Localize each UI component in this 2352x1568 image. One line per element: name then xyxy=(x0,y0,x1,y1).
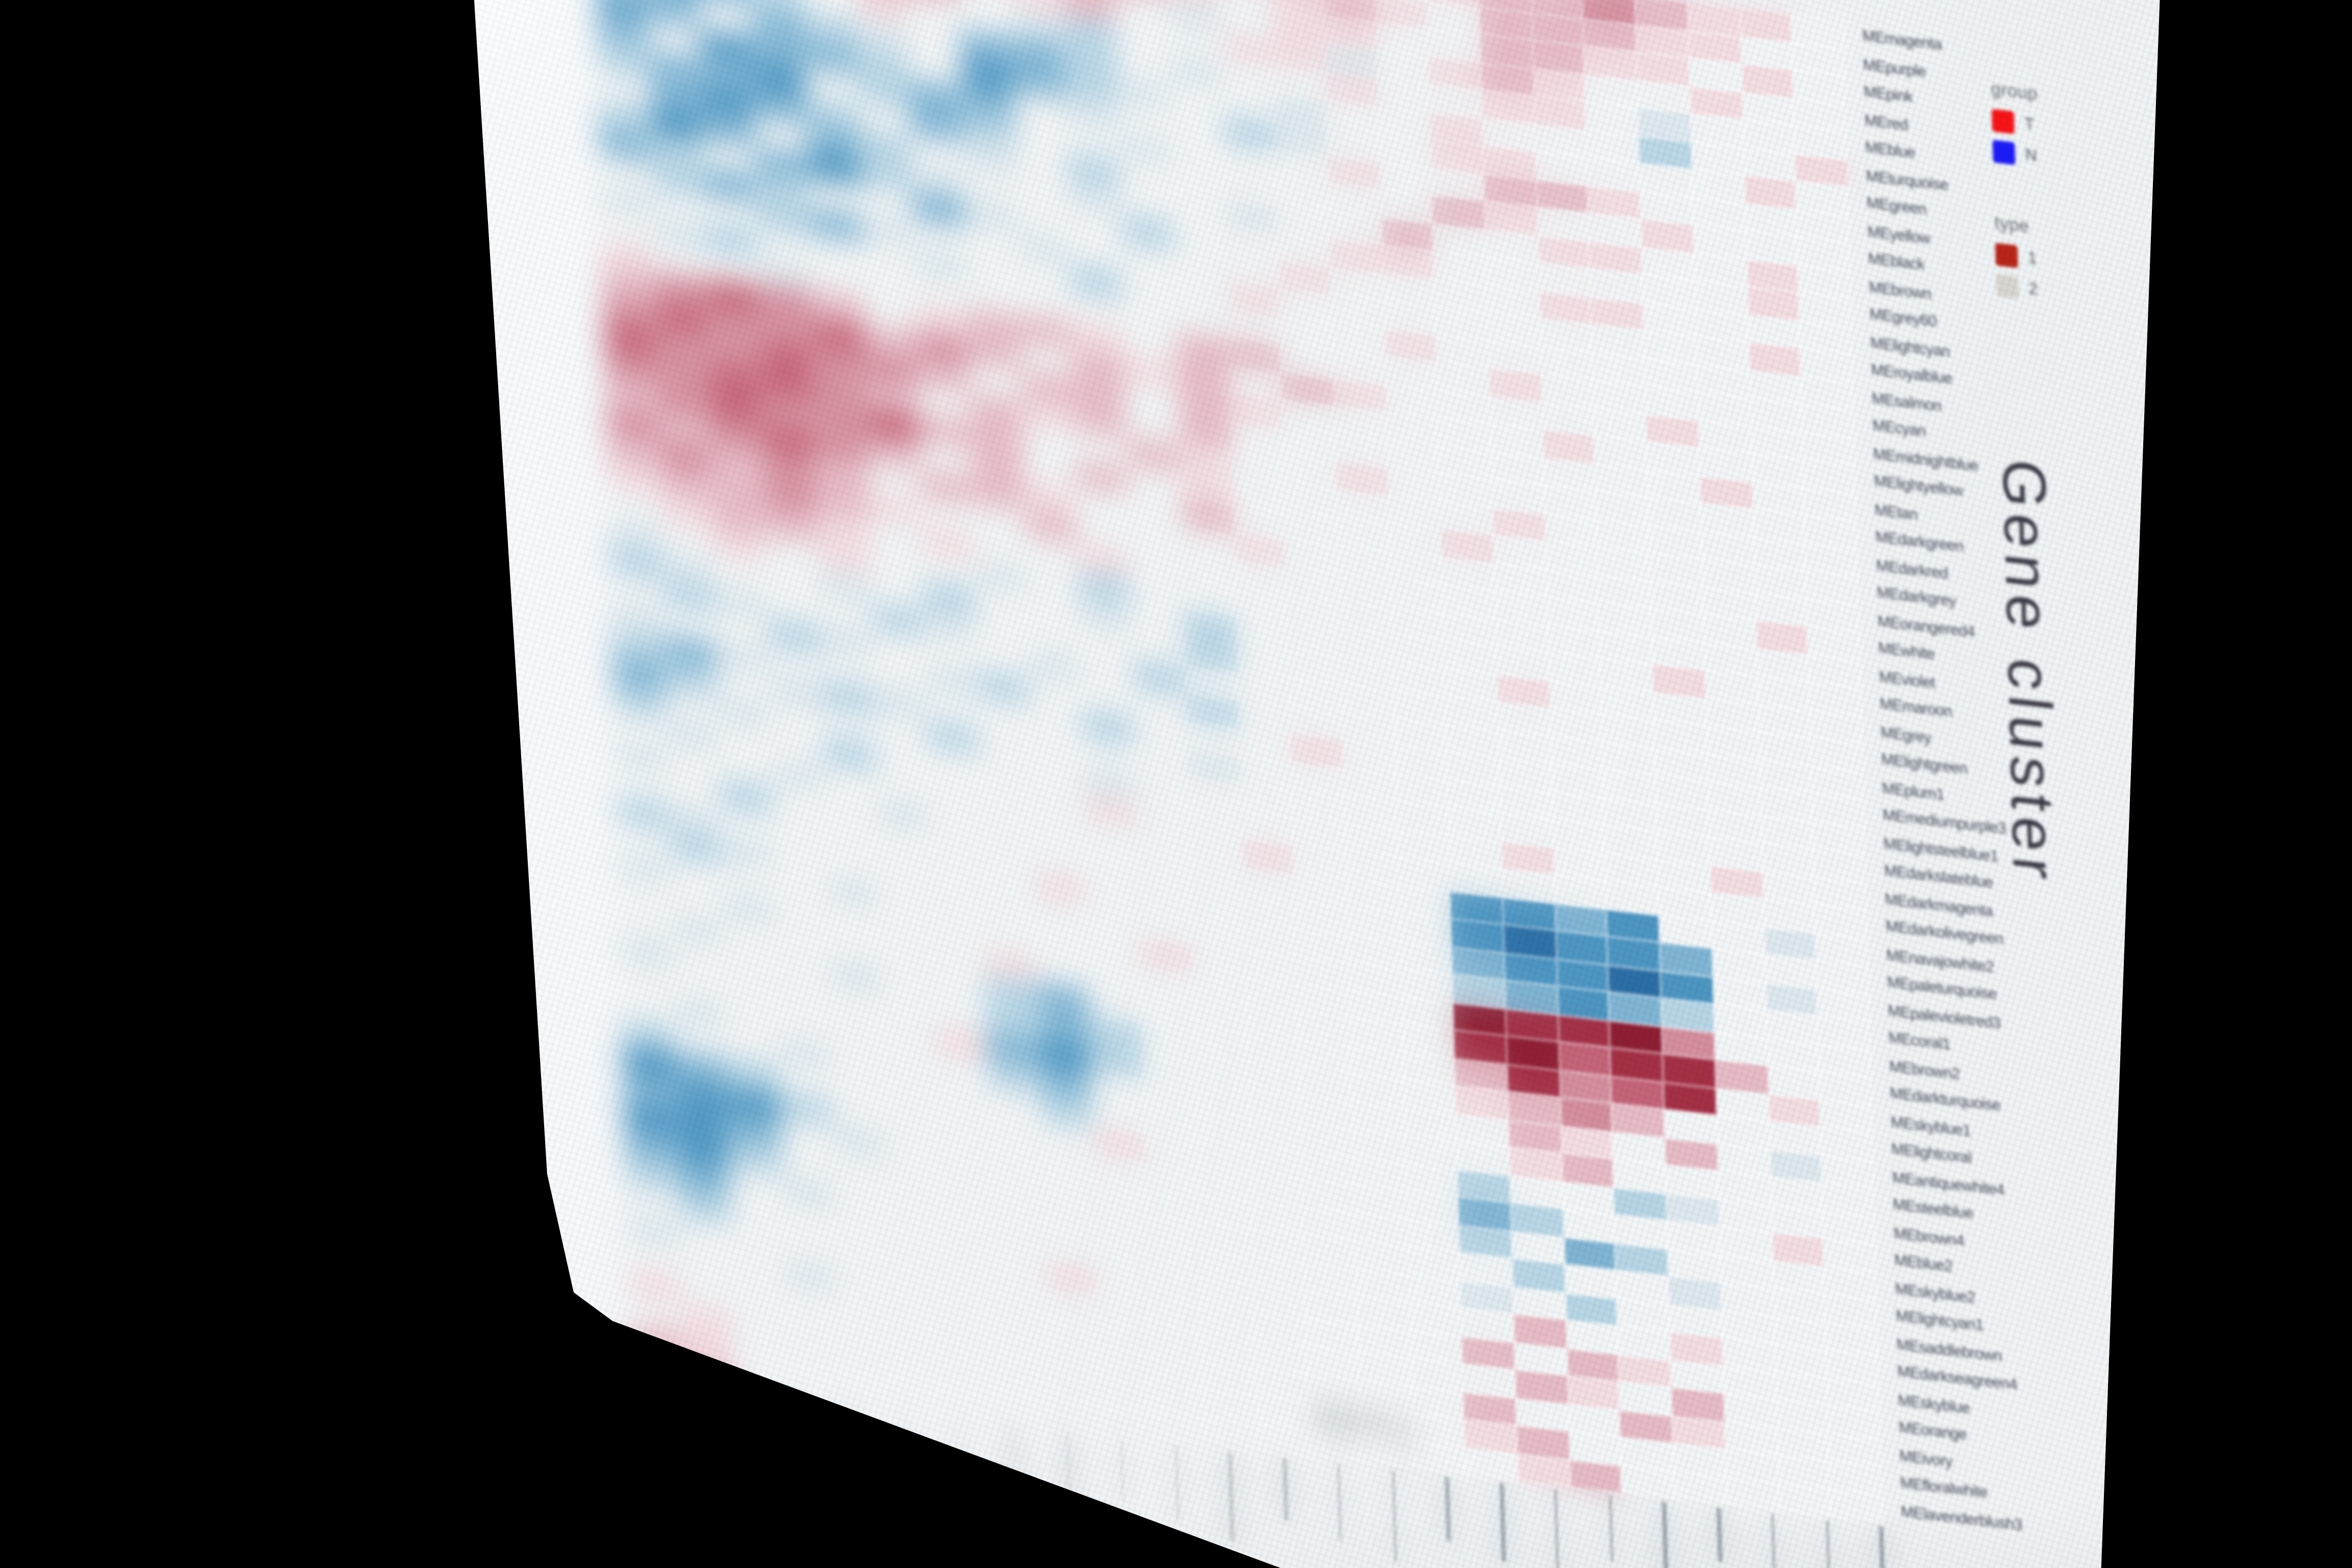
gene-cluster-axis-title: Gene cluster xyxy=(1989,456,2067,889)
x-tick-mark xyxy=(1337,1464,1342,1541)
heatmap-cell xyxy=(787,1370,840,1404)
legend-item-label: 1 xyxy=(2027,249,2038,268)
legend-swatch xyxy=(1992,139,2016,165)
heatmap-cell xyxy=(1517,1453,1571,1487)
x-tick-mark xyxy=(1283,1458,1288,1521)
x-tick-mark xyxy=(1391,1471,1397,1562)
x-tick-mark xyxy=(848,1409,854,1480)
heatmap-cell xyxy=(630,1352,684,1386)
heatmap-cell xyxy=(839,1376,892,1410)
x-tick-mark xyxy=(1120,1439,1125,1500)
x-tick-mark xyxy=(1065,1433,1071,1521)
x-tick-mark xyxy=(631,1384,636,1438)
x-tick-mark xyxy=(794,1403,799,1459)
heatmap-cell xyxy=(630,1352,684,1386)
legend-block: type 1 2 xyxy=(1994,212,2160,331)
heatmap-cell xyxy=(1047,1400,1101,1434)
heatmap-cell xyxy=(1674,1471,1727,1505)
heatmap-cell xyxy=(1726,1477,1779,1511)
heatmap-cell xyxy=(734,1364,788,1398)
heatmap-grid xyxy=(592,0,1883,1523)
x-tick-mark xyxy=(1662,1501,1668,1568)
heatmap-cell xyxy=(1100,1405,1153,1440)
legend-item-label: T xyxy=(2024,114,2035,135)
heatmap-cell xyxy=(1465,1447,1518,1481)
x-tick-mark xyxy=(957,1421,962,1480)
x-tick-mark xyxy=(1445,1477,1451,1541)
x-tick-mark xyxy=(1011,1427,1017,1500)
x-tick-mark xyxy=(1879,1526,1884,1568)
x-tick-mark xyxy=(1608,1495,1613,1562)
legend-item-label: 2 xyxy=(2028,279,2038,299)
heatmap-cell xyxy=(682,1358,736,1392)
x-tick-mark xyxy=(1825,1520,1831,1568)
heatmap-cell xyxy=(891,1382,945,1416)
x-tick-mark xyxy=(740,1396,746,1480)
legend-swatch xyxy=(1996,274,2019,299)
heatmap-cell xyxy=(1569,1459,1623,1493)
heatmap-cell xyxy=(1413,1441,1466,1475)
x-tick-mark xyxy=(794,1403,799,1459)
heatmap-cell xyxy=(1152,1411,1205,1446)
x-tick-mark xyxy=(685,1390,691,1459)
x-tick-mark xyxy=(1500,1483,1505,1562)
legend-block: group T N xyxy=(1991,78,2160,197)
heatmap-cell xyxy=(1308,1429,1362,1463)
heatmap-cell xyxy=(1621,1465,1675,1499)
x-tick-mark xyxy=(902,1415,909,1500)
x-tick-mark xyxy=(1228,1452,1234,1541)
heatmap-cell xyxy=(1361,1435,1414,1469)
x-tick-mark xyxy=(1554,1489,1560,1568)
x-tick-mark xyxy=(631,1384,636,1438)
x-tick-mark xyxy=(1717,1507,1722,1562)
heatmap-cell xyxy=(1778,1483,1831,1517)
legend-swatch xyxy=(1991,109,2015,134)
heatmap-cell xyxy=(1830,1488,1883,1523)
heatmap-cell xyxy=(943,1387,997,1422)
x-tick-mark xyxy=(740,1396,746,1480)
legend-swatch xyxy=(1995,242,2018,268)
x-tick-mark xyxy=(685,1390,691,1459)
heatmap-cell xyxy=(995,1393,1049,1428)
x-tick-mark xyxy=(1771,1514,1776,1568)
heatmap-cell xyxy=(630,1324,683,1358)
x-tick-mark xyxy=(1174,1446,1180,1521)
heatmap-cell xyxy=(682,1330,735,1364)
heatmap-cell xyxy=(1204,1417,1258,1452)
x-tick-mark xyxy=(848,1409,854,1480)
heatmap-plane-sharp: MEmagenta MEpurple MEpink MEred MEblue MEturq… xyxy=(474,0,2160,1568)
heatmap-cell xyxy=(1256,1423,1310,1457)
legend-item-label: N xyxy=(2025,145,2038,166)
